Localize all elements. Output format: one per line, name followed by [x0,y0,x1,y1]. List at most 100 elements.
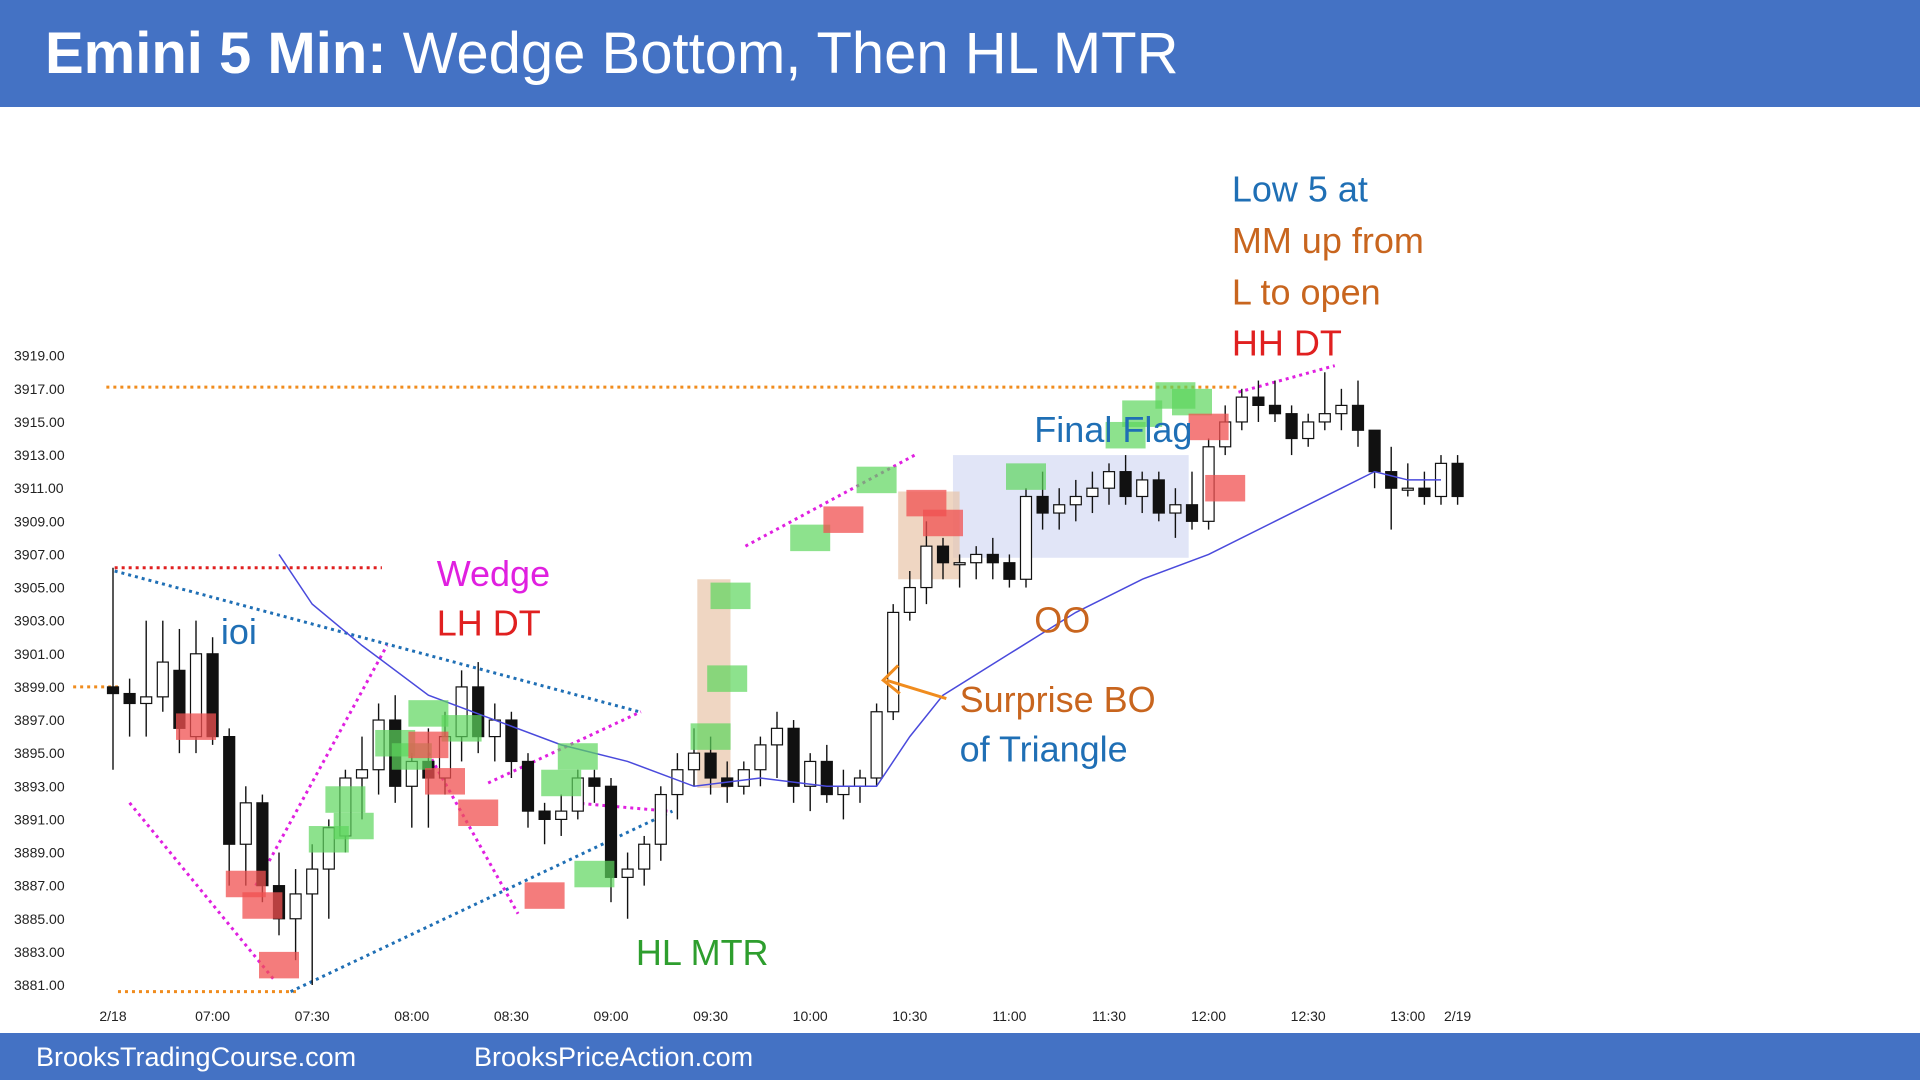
footer-link-right[interactable]: BrooksPriceAction.com [474,1042,754,1072]
x-tick-label: 09:00 [593,1008,628,1024]
candle-body [1401,487,1414,491]
candle [1169,488,1182,538]
candle-body [770,727,784,746]
bull-signal-box [1006,463,1046,490]
candle [903,571,916,621]
bull-signal-box [541,769,582,797]
candle [1086,471,1099,514]
x-tick-label: 07:00 [195,1008,230,1024]
candle-body [1235,396,1248,423]
candle-body [1252,396,1265,406]
candle-body [1069,495,1082,506]
annotation-l-open: L to open [1232,271,1381,312]
bull-signal-box [856,466,897,494]
candle [887,604,900,721]
candle [837,769,850,820]
candle-body [638,843,651,870]
candles-layer [106,372,1464,985]
candle [223,728,236,886]
candle [1069,479,1082,522]
y-tick-label: 3887.00 [14,878,65,894]
candle-body [936,545,950,564]
candle [970,546,983,580]
y-tick-label: 3915.00 [14,414,65,430]
y-tick-label: 3909.00 [14,513,65,529]
candle-body [1185,504,1199,522]
x-tick-label: 07:30 [295,1008,330,1024]
candle-body [1368,429,1381,473]
channel-lower-line [574,801,668,813]
candle-body [1451,462,1464,498]
candle [555,794,568,836]
candle-body [870,711,883,779]
candle [1351,380,1365,447]
candle-body [621,868,634,878]
overlay-layer [176,382,1246,979]
x-tick-label: 12:30 [1291,1008,1326,1024]
bull-signal-box [690,723,731,750]
candle-body [887,611,900,713]
candle [1318,372,1331,431]
candle [804,753,817,812]
bear-signal-box [923,509,963,537]
candle [538,802,551,845]
candle [1285,405,1298,456]
y-tick-label: 3893.00 [14,778,65,794]
candle-body [355,769,369,779]
bear-signal-box [1188,413,1229,441]
candle [1418,471,1431,505]
candle-body [704,752,717,779]
candle-body [538,810,551,820]
candlestick-chart: 3919.00 3917.00 3915.00 3913.00 3911.00 3909.… [14,169,1471,1024]
x-tick-label: 10:30 [892,1008,927,1024]
page-title: Emini 5 Min: Wedge Bottom, Then HL MTR [45,16,1179,92]
candle-body [1019,495,1033,580]
x-tick-label: 08:30 [494,1008,529,1024]
axis-layer: 3919.00 3917.00 3915.00 3913.00 3911.00 3909.… [14,348,1471,1024]
candle-body [654,793,667,845]
y-tick-label: 3917.00 [14,381,65,397]
candle-body [837,785,850,796]
annotation-surprise-bo: Surprise BO [960,679,1156,720]
candle [505,711,518,778]
y-tick-label: 3901.00 [14,646,65,662]
candle [306,844,319,985]
x-tick-label: 13:00 [1390,1008,1425,1024]
candle [671,753,684,820]
candle [638,835,651,886]
bear-signal-box [408,731,449,759]
candle-body [588,777,601,787]
candle-body [555,810,568,820]
x-tick-label: 09:30 [693,1008,728,1024]
candle-body [289,893,302,920]
arrow-shaft [886,678,947,700]
candle-body [1102,471,1116,489]
title-bold: Emini 5 Min: [45,21,387,86]
candle [1053,488,1066,530]
x-tick-label: 10:00 [793,1008,828,1024]
candle-body [1053,504,1066,514]
annotation-mm-up: MM up from [1232,220,1424,261]
candle-body [1268,404,1282,415]
candle [986,537,999,580]
footer-link-left[interactable]: BrooksTradingCourse.com [36,1042,357,1072]
candle-body [1285,413,1298,440]
annotation-final-flag: Final Flag [1034,409,1192,450]
x-tick-label: 08:00 [394,1008,429,1024]
candle-body [687,752,701,771]
bear-signal-box [242,892,283,919]
candle [521,753,535,828]
candle-body [1335,404,1348,415]
y-tick-label: 3903.00 [14,613,65,629]
candle [156,620,169,712]
candle-body [787,727,800,787]
candle [1152,471,1165,522]
candle-body [1086,487,1099,498]
bull-signal-box [325,786,366,813]
x-tick-label: 12:00 [1191,1008,1226,1024]
candle-body [156,661,169,698]
candle-body [820,760,833,796]
bear-signal-box [425,768,465,795]
candle [1119,455,1132,505]
candle-body [1302,421,1315,440]
